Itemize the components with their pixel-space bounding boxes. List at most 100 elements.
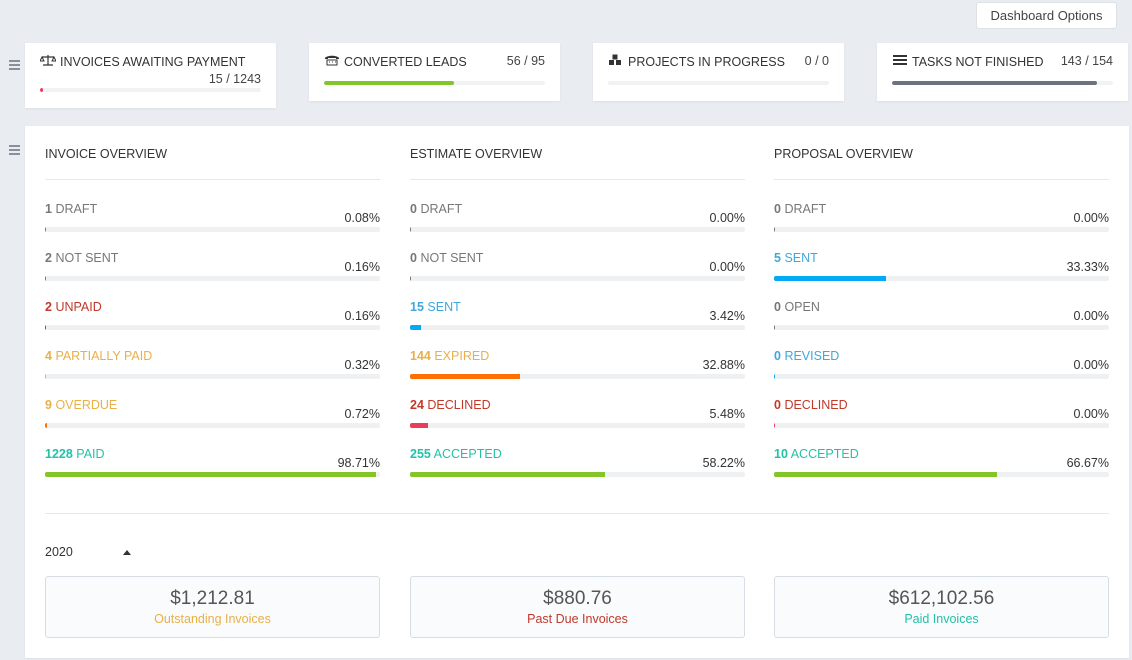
overview-item[interactable]: 1228 PAID 98.71% <box>45 447 380 487</box>
overview-item-progress-fill <box>410 325 422 330</box>
overview-item[interactable]: 0 DRAFT 0.00% <box>410 202 745 242</box>
overview-item-label[interactable]: 255 ACCEPTED <box>410 447 502 461</box>
overview-item-count: 9 <box>45 398 52 412</box>
overview-item[interactable]: 0 NOT SENT 0.00% <box>410 251 745 291</box>
overview-item-progress <box>45 374 380 379</box>
overview-item-status: EXPIRED <box>434 349 490 363</box>
overview-item[interactable]: 0 OPEN 0.00% <box>774 300 1109 340</box>
overview-item[interactable]: 255 ACCEPTED 58.22% <box>410 447 745 487</box>
stat-progress-fill <box>40 88 43 92</box>
stat-title: INVOICES AWAITING PAYMENT <box>39 54 246 69</box>
overview-item-label[interactable]: 0 DECLINED <box>774 398 848 412</box>
stat-title: CONVERTED LEADS <box>324 54 467 69</box>
overview-item[interactable]: 0 DRAFT 0.00% <box>774 202 1109 242</box>
overview-item-label[interactable]: 0 REVISED <box>774 349 839 363</box>
overview-item[interactable]: 15 SENT 3.42% <box>410 300 745 340</box>
total-amount: $880.76 <box>543 588 612 609</box>
overview-item-label[interactable]: 10 ACCEPTED <box>774 447 859 461</box>
tasks-icon <box>892 54 908 69</box>
stat-progress-bar <box>40 88 261 92</box>
dashboard-options-button[interactable]: Dashboard Options <box>976 2 1117 29</box>
overview-item-count: 1 <box>45 202 52 216</box>
overview-item-count: 0 <box>774 300 781 314</box>
overview-item-label[interactable]: 9 OVERDUE <box>45 398 117 412</box>
overview-item[interactable]: 0 REVISED 0.00% <box>774 349 1109 389</box>
overview-item-count: 144 <box>410 349 431 363</box>
total-summary-box: $612,102.56 Paid Invoices <box>774 576 1109 638</box>
overview-item-progress <box>45 276 380 281</box>
overview-item-percent: 0.00% <box>1073 309 1109 323</box>
overview-item-progress-fill <box>45 325 46 330</box>
stat-title-text: CONVERTED LEADS <box>344 54 467 69</box>
overview-item-percent: 0.32% <box>344 358 380 372</box>
overview-item-label[interactable]: 15 SENT <box>410 300 461 314</box>
stat-card: TASKS NOT FINISHED 143 / 154 <box>877 43 1128 101</box>
overview-item[interactable]: 4 PARTIALLY PAID 0.32% <box>45 349 380 389</box>
overview-item-percent: 5.48% <box>709 407 745 421</box>
overview-item-label[interactable]: 0 DRAFT <box>410 202 462 216</box>
overview-item-status: UNPAID <box>55 300 102 314</box>
caret-up-icon[interactable] <box>123 550 131 555</box>
overview-item-percent: 3.42% <box>709 309 745 323</box>
overview-title: INVOICE OVERVIEW <box>45 147 168 161</box>
overview-item-label[interactable]: 5 SENT <box>774 251 818 265</box>
overview-item-label[interactable]: 2 UNPAID <box>45 300 102 314</box>
overview-item-label[interactable]: 24 DECLINED <box>410 398 491 412</box>
overview-item-status: SENT <box>427 300 461 314</box>
total-caption: Outstanding Invoices <box>154 612 271 626</box>
stat-progress-fill <box>892 81 1098 85</box>
overview-item-percent: 66.67% <box>1066 456 1109 470</box>
overview-item-status: DRAFT <box>55 202 98 216</box>
total-caption: Past Due Invoices <box>527 612 628 626</box>
overview-item-count: 10 <box>774 447 788 461</box>
overview-item-label[interactable]: 0 DRAFT <box>774 202 826 216</box>
overview-item[interactable]: 24 DECLINED 5.48% <box>410 398 745 438</box>
drag-handle-icon[interactable] <box>9 60 21 72</box>
stat-value: 143 / 154 <box>1060 54 1113 68</box>
overview-item[interactable]: 1 DRAFT 0.08% <box>45 202 380 242</box>
overview-item-progress-fill <box>410 276 411 281</box>
overview-item-percent: 33.33% <box>1066 260 1109 274</box>
overview-item-label[interactable]: 0 NOT SENT <box>410 251 483 265</box>
stat-title-text: INVOICES AWAITING PAYMENT <box>60 54 246 69</box>
overview-item-status: DECLINED <box>427 398 491 412</box>
stat-value: 0 / 0 <box>804 54 829 68</box>
overview-item[interactable]: 0 DECLINED 0.00% <box>774 398 1109 438</box>
overview-item-progress-fill <box>774 276 886 281</box>
overview-item[interactable]: 2 UNPAID 0.16% <box>45 300 380 340</box>
overview-item[interactable]: 10 ACCEPTED 66.67% <box>774 447 1109 487</box>
overview-item-progress <box>774 374 1109 379</box>
overview-item-label[interactable]: 1 DRAFT <box>45 202 97 216</box>
overview-item-progress <box>45 227 380 232</box>
balance-scale-icon <box>39 54 57 69</box>
overview-item-progress <box>410 374 745 379</box>
overview-item-label[interactable]: 144 EXPIRED <box>410 349 489 363</box>
overview-item[interactable]: 144 EXPIRED 32.88% <box>410 349 745 389</box>
overview-title: ESTIMATE OVERVIEW <box>410 147 543 161</box>
overview-item-status: DRAFT <box>420 202 463 216</box>
overview-item-percent: 32.88% <box>702 358 745 372</box>
overview-item-progress <box>410 227 745 232</box>
overview-item-count: 255 <box>410 447 431 461</box>
overview-item-progress-fill <box>410 472 606 477</box>
total-caption: Paid Invoices <box>904 612 979 626</box>
overview-item-progress <box>410 325 745 330</box>
overview-item[interactable]: 5 SENT 33.33% <box>774 251 1109 291</box>
stat-card: CONVERTED LEADS 56 / 95 <box>309 43 560 101</box>
overview-item-progress-fill <box>774 325 775 330</box>
overview-item-percent: 58.22% <box>702 456 745 470</box>
overview-item-progress-fill <box>45 472 376 477</box>
overview-item-label[interactable]: 2 NOT SENT <box>45 251 118 265</box>
overview-item-percent: 0.72% <box>344 407 380 421</box>
total-summary-box: $1,212.81 Outstanding Invoices <box>45 576 380 638</box>
overview-item-label[interactable]: 1228 PAID <box>45 447 105 461</box>
overview-item[interactable]: 2 NOT SENT 0.16% <box>45 251 380 291</box>
finance-overview-panel: INVOICE OVERVIEW 1 DRAFT 0.08% 2 NOT SENT 0.… <box>25 126 1129 658</box>
overview-item-label[interactable]: 4 PARTIALLY PAID <box>45 349 152 363</box>
drag-handle-icon[interactable] <box>9 145 21 157</box>
overview-item-label[interactable]: 0 OPEN <box>774 300 820 314</box>
total-summary-box: $880.76 Past Due Invoices <box>410 576 745 638</box>
year-select[interactable]: 2020 <box>45 545 73 559</box>
overview-item-percent: 0.00% <box>1073 407 1109 421</box>
overview-item[interactable]: 9 OVERDUE 0.72% <box>45 398 380 438</box>
